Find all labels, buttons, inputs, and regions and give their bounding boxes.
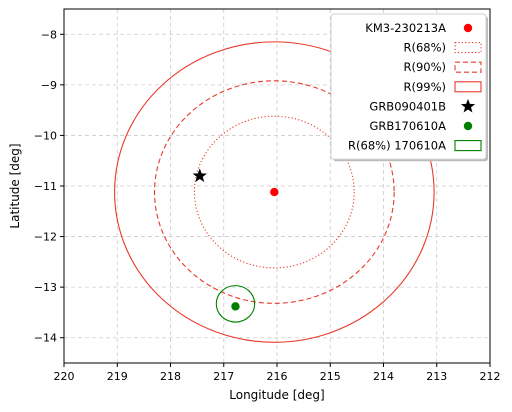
legend-label: GRB170610A	[369, 119, 446, 133]
x-tick-label: 220	[54, 370, 75, 383]
x-tick-label: 212	[480, 370, 501, 383]
y-axis-label: Latitude [deg]	[8, 143, 22, 228]
point-grb090401b	[192, 168, 207, 182]
x-tick-label: 218	[160, 370, 181, 383]
legend-swatch	[454, 61, 482, 73]
x-tick-label: 215	[320, 370, 341, 383]
x-axis-ticks: 220 219 218 217 216 215 214 213 212	[54, 363, 501, 383]
y-tick-label: −14	[34, 332, 57, 345]
region-r-90	[153, 80, 395, 304]
x-tick-label: 214	[373, 370, 394, 383]
data-points	[192, 168, 279, 311]
legend-swatch	[454, 81, 482, 93]
y-tick-label: −12	[34, 231, 57, 244]
legend-label: R(68%)	[403, 41, 446, 55]
legend-label: KM3-230213A	[365, 21, 446, 35]
x-tick-label: 219	[107, 370, 128, 383]
point-grb170610a	[231, 302, 240, 311]
legend-swatch	[454, 140, 482, 152]
y-tick-label: −13	[34, 281, 57, 294]
confidence-regions	[114, 41, 435, 343]
region-r-68-170610a	[215, 285, 256, 323]
region-r-99	[114, 41, 435, 343]
legend-marker	[463, 23, 473, 33]
y-tick-label: −9	[41, 79, 57, 92]
y-tick-label: −10	[34, 129, 57, 142]
x-tick-label: 216	[267, 370, 288, 383]
legend-marker	[463, 121, 473, 131]
x-axis-label: Longitude [deg]	[229, 388, 324, 402]
legend-label: R(68%) 170610A	[348, 139, 446, 153]
point-km3-230213a	[270, 187, 279, 197]
legend-marker	[460, 98, 476, 113]
legend: KM3-230213A R(68%) R(90%) R(99%) GRB090401B G…	[330, 13, 488, 162]
region-r-68	[193, 115, 355, 269]
y-axis-ticks: −8 −9 −10 −11 −12 −13 −14	[34, 28, 64, 345]
legend-label: R(99%)	[403, 80, 446, 94]
x-tick-label: 217	[213, 370, 234, 383]
x-tick-label: 213	[426, 370, 447, 383]
legend-label: R(90%)	[403, 60, 446, 74]
y-tick-label: −8	[41, 28, 57, 41]
legend-label: GRB090401B	[369, 99, 446, 113]
y-tick-label: −11	[34, 180, 57, 193]
legend-swatch	[454, 42, 482, 54]
legend-box	[330, 13, 487, 160]
